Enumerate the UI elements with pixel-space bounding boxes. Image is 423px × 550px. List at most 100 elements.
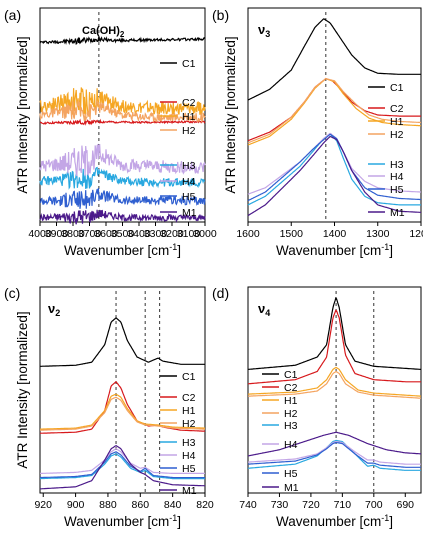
legend-label-C2: C2 [182, 392, 196, 404]
x-tick-label: 820 [196, 499, 214, 511]
series-line-H5 [39, 188, 206, 209]
legend-label-H5: H5 [182, 463, 196, 475]
x-tick-label: 3700 [78, 228, 102, 240]
y-axis-label: ATR Intensity [normalized] [223, 36, 238, 193]
series-line-H4 [40, 448, 205, 474]
y-axis-label: ATR Intensity [normalized] [15, 36, 30, 193]
series-line-H2 [39, 100, 206, 124]
x-tick-label: 3600 [94, 228, 118, 240]
panel-b: 1600 1500 1400 1300 1200 Wavenumber [cm-1] ATR… [212, 7, 423, 258]
series-line-H3 [40, 453, 205, 480]
legend-label-C1: C1 [284, 369, 298, 381]
x-tick-label: 700 [365, 499, 383, 511]
series-line-C1 [247, 18, 421, 101]
legend-label-H3: H3 [284, 420, 298, 432]
legend-label-C2: C2 [182, 97, 196, 109]
x-axis-label: Wavenumber [cm-1] [64, 513, 181, 529]
x-tick-label: 3800 [61, 228, 85, 240]
x-tick-label: 1400 [323, 228, 347, 240]
series-line-H5 [247, 442, 421, 468]
y-axis-label: ATR Intensity [normalized] [15, 311, 30, 468]
legend-label-M1: M1 [182, 207, 197, 219]
legend-label-H2: H2 [182, 125, 196, 137]
series-line-C2 [39, 118, 206, 126]
legend-label-C2: C2 [390, 103, 404, 115]
x-axis-label: Wavenumber [cm-1] [276, 513, 393, 529]
legend-label-H2: H2 [182, 418, 196, 430]
legend-label-H4: H4 [182, 450, 196, 462]
series-line-H5 [39, 451, 205, 479]
legend-label-H4: H4 [182, 176, 196, 188]
series-line-H2 [247, 77, 421, 144]
x-tick-label: 3300 [144, 228, 168, 240]
series-line-H1 [248, 366, 422, 397]
panel-label: (a) [4, 7, 21, 23]
x-tick-label: 1200 [409, 228, 423, 240]
x-tick-label: 3400 [127, 228, 151, 240]
x-axis-label: Wavenumber [cm-1] [64, 242, 181, 258]
series-line-M1 [247, 431, 422, 457]
x-tick-label: 3500 [111, 228, 135, 240]
legend-label-H4: H4 [284, 439, 298, 451]
legend-label-M1: M1 [182, 485, 197, 497]
x-tick-label: 690 [397, 499, 415, 511]
x-tick-label: 840 [164, 499, 182, 511]
series-line-M1 [39, 445, 205, 490]
legend-label-M1: M1 [390, 207, 405, 219]
legend-label-H1: H1 [182, 111, 196, 123]
x-tick-label: 4000 [28, 228, 52, 240]
mode-label: ν2 [48, 301, 60, 318]
series-line-C1 [39, 36, 206, 46]
legend-label-C1: C1 [182, 371, 196, 383]
legend-label-H3: H3 [390, 159, 404, 171]
panel-label: (b) [212, 7, 229, 23]
plot-frame [39, 286, 206, 494]
x-tick-label: 730 [271, 499, 289, 511]
series-line-H4 [248, 441, 421, 465]
plot-frame [247, 286, 422, 494]
x-tick-label: 1600 [236, 228, 260, 240]
series-line-H1 [247, 77, 421, 146]
x-tick-label: 720 [302, 499, 320, 511]
series-line-H4 [39, 143, 206, 177]
x-tick-label: 3200 [160, 228, 184, 240]
x-tick-label: 1500 [280, 228, 304, 240]
panel-a: 4000390038003700360035003400330032003100… [4, 7, 217, 258]
x-tick-label: 3100 [177, 228, 201, 240]
legend-label-H5: H5 [390, 184, 404, 196]
x-tick-label: 3000 [193, 228, 217, 240]
series-line-H5 [247, 133, 421, 202]
series-line-H3 [247, 439, 421, 471]
panel-label: (d) [212, 285, 229, 301]
legend-label-H1: H1 [390, 116, 404, 128]
x-tick-label: 900 [67, 499, 85, 511]
panel-label: (c) [4, 285, 20, 301]
series-line-C2 [39, 381, 205, 434]
series-line-H1 [39, 87, 206, 116]
legend-label-C2: C2 [284, 382, 298, 394]
legend-label-H2: H2 [390, 129, 404, 141]
series-line-H1 [40, 393, 205, 430]
series-line-M1 [247, 135, 422, 217]
legend-label-H4: H4 [390, 171, 404, 183]
legend-label-H5: H5 [284, 468, 298, 480]
series-line-M1 [39, 209, 206, 225]
x-tick-label: 1300 [366, 228, 390, 240]
legend-label-C1: C1 [390, 82, 404, 94]
legend-label-H2: H2 [284, 408, 298, 420]
series-line-C1 [40, 317, 205, 367]
mode-label: ν4 [258, 301, 270, 318]
mode-label: ν3 [258, 22, 270, 39]
legend-label-H1: H1 [284, 395, 298, 407]
series-line-C2 [248, 309, 421, 385]
panel-d: 740 730 720 710 700 690 Wavenumber [cm-1] (d) ν4… [212, 285, 422, 529]
legend-label-H5: H5 [182, 191, 196, 203]
x-tick-label: 3900 [45, 228, 69, 240]
x-tick-label: 740 [239, 499, 257, 511]
series-line-C2 [247, 77, 421, 142]
series-line-H2 [40, 396, 205, 431]
x-tick-label: 880 [99, 499, 117, 511]
panel-c: 920 900 880 860 840 820 Wavenumber [cm-1] ATR I… [4, 285, 214, 529]
series-line-H2 [248, 370, 421, 399]
